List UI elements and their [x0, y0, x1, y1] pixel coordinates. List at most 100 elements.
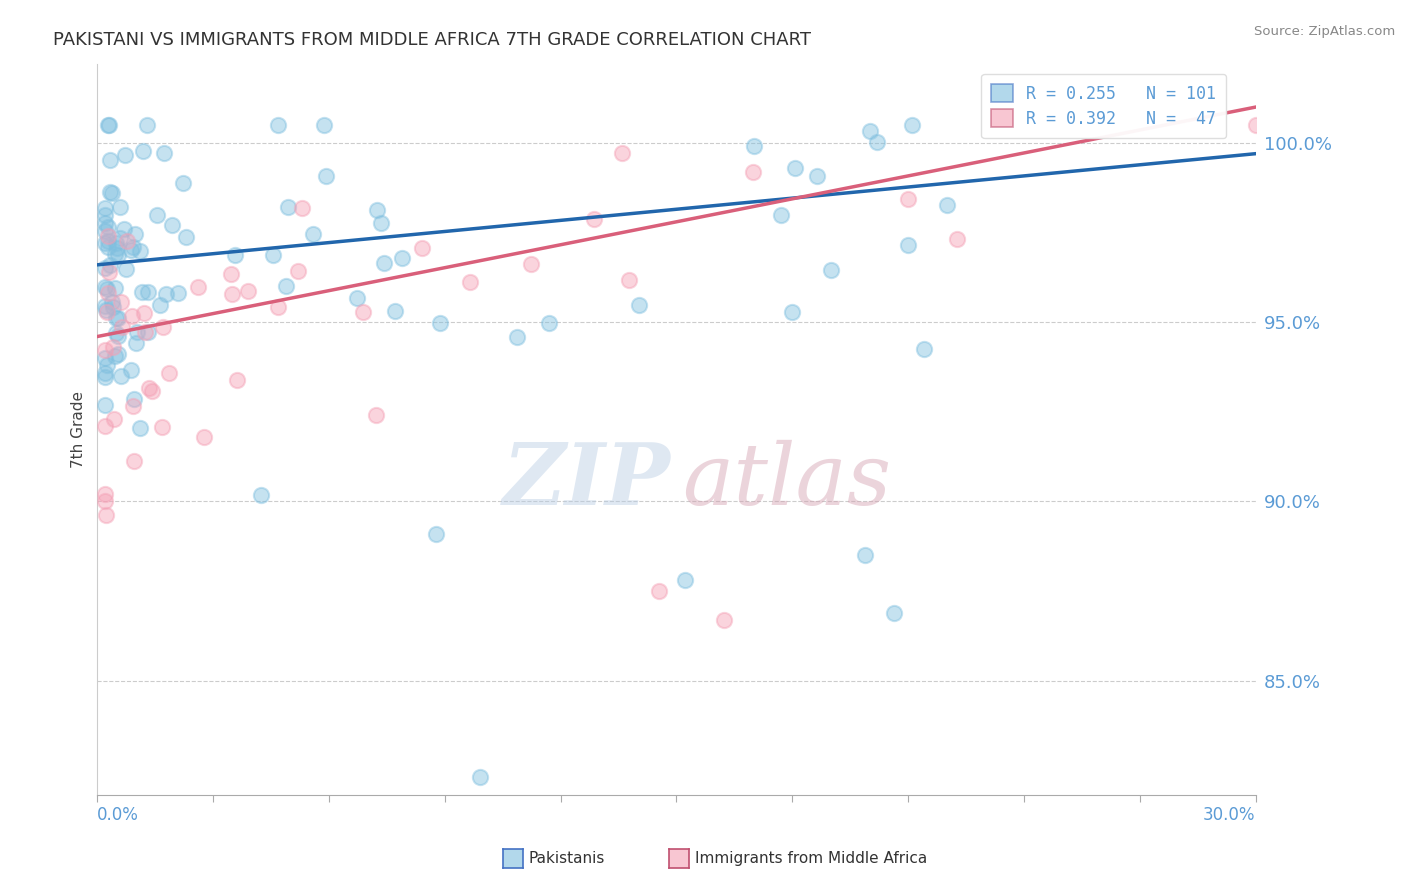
- Point: [124, 336, 146, 351]
- Point: [742, 139, 765, 153]
- Point: [94, 487, 117, 501]
- Point: [853, 548, 876, 562]
- Point: [97, 285, 120, 300]
- Point: [96, 229, 118, 244]
- Text: ZIP: ZIP: [503, 439, 671, 523]
- Point: [806, 169, 828, 183]
- Point: [129, 244, 152, 258]
- Point: [174, 230, 197, 244]
- Point: [122, 240, 145, 254]
- Point: [172, 176, 194, 190]
- Point: [101, 186, 124, 200]
- Point: [94, 343, 117, 357]
- Point: [226, 373, 249, 387]
- Point: [770, 208, 793, 222]
- Point: [94, 299, 117, 313]
- Point: [267, 300, 290, 314]
- Point: [98, 185, 121, 199]
- Point: [110, 368, 132, 383]
- Point: [122, 392, 145, 407]
- Text: Immigrants from Middle Africa: Immigrants from Middle Africa: [695, 852, 927, 866]
- Text: 0.0%: 0.0%: [97, 806, 139, 824]
- Point: [391, 251, 413, 265]
- Point: [96, 303, 118, 318]
- Point: [373, 256, 395, 270]
- Point: [121, 399, 143, 413]
- Point: [193, 430, 215, 444]
- Point: [114, 262, 136, 277]
- Point: [468, 771, 491, 785]
- Point: [866, 135, 889, 149]
- Point: [97, 220, 120, 235]
- Point: [94, 224, 117, 238]
- Point: [945, 232, 967, 246]
- Point: [141, 384, 163, 399]
- Point: [114, 148, 136, 162]
- Point: [713, 613, 735, 627]
- Point: [98, 265, 121, 279]
- Point: [1244, 118, 1267, 132]
- Point: [94, 216, 117, 230]
- Point: [104, 310, 127, 325]
- Point: [104, 236, 127, 251]
- Point: [138, 325, 160, 339]
- Point: [96, 305, 118, 319]
- Point: [121, 309, 143, 323]
- Point: [820, 263, 842, 277]
- Text: PAKISTANI VS IMMIGRANTS FROM MIDDLE AFRICA 7TH GRADE CORRELATION CHART: PAKISTANI VS IMMIGRANTS FROM MIDDLE AFRI…: [53, 31, 811, 49]
- Point: [94, 261, 117, 276]
- Point: [149, 297, 172, 311]
- Point: [506, 330, 529, 344]
- Point: [108, 200, 131, 214]
- Point: [370, 216, 392, 230]
- Point: [617, 273, 640, 287]
- Point: [673, 574, 696, 588]
- Point: [131, 285, 153, 300]
- Point: [425, 526, 447, 541]
- Point: [134, 325, 156, 339]
- Point: [429, 316, 451, 330]
- Point: [94, 419, 117, 434]
- Point: [238, 284, 260, 298]
- Point: [124, 227, 146, 242]
- Point: [108, 231, 131, 245]
- Point: [94, 351, 117, 365]
- Point: [128, 421, 150, 435]
- Point: [107, 329, 129, 343]
- Point: [315, 169, 337, 184]
- Point: [627, 298, 650, 312]
- Point: [276, 279, 298, 293]
- Point: [120, 363, 142, 377]
- Point: [384, 304, 406, 318]
- Point: [742, 165, 765, 179]
- Point: [107, 347, 129, 361]
- Point: [287, 264, 309, 278]
- Point: [122, 454, 145, 468]
- Point: [94, 366, 117, 380]
- Point: [103, 300, 125, 314]
- Point: [96, 358, 118, 372]
- Point: [97, 118, 120, 132]
- Point: [610, 146, 633, 161]
- Point: [98, 153, 121, 167]
- Point: [150, 419, 173, 434]
- Point: [187, 280, 209, 294]
- Point: [897, 238, 920, 252]
- Point: [157, 366, 180, 380]
- Point: [782, 305, 804, 319]
- Text: 30.0%: 30.0%: [1204, 806, 1256, 824]
- Point: [262, 247, 284, 261]
- Point: [105, 326, 128, 340]
- Y-axis label: 7th Grade: 7th Grade: [72, 392, 86, 468]
- Point: [111, 319, 134, 334]
- Point: [134, 306, 156, 320]
- Point: [135, 118, 157, 132]
- Point: [900, 118, 922, 132]
- Point: [117, 234, 139, 248]
- Point: [101, 340, 124, 354]
- Point: [366, 203, 388, 218]
- Point: [312, 118, 335, 132]
- Point: [352, 305, 374, 319]
- Point: [97, 235, 120, 249]
- Point: [912, 342, 935, 356]
